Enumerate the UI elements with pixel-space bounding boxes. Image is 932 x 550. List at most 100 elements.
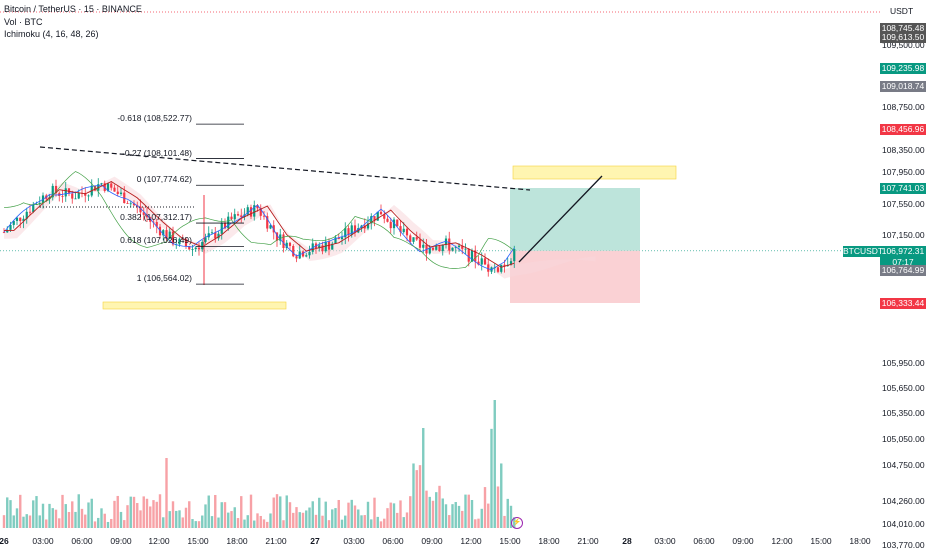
flash-icon[interactable]: ⚡ xyxy=(511,517,523,529)
y-axis-tick: 104,010.00 xyxy=(882,519,925,529)
candle-body xyxy=(321,245,324,252)
candle-body xyxy=(256,205,259,209)
fib-level-label: -0.27 (108,101.48) xyxy=(122,147,192,158)
volume-bar xyxy=(158,494,162,528)
volume-bar xyxy=(292,512,295,528)
candle-body xyxy=(214,232,217,239)
candle-body xyxy=(262,215,266,217)
drawing-zones[interactable] xyxy=(102,165,677,310)
currency-label: USDT xyxy=(890,6,914,16)
candle-body xyxy=(15,217,19,221)
volume-bar xyxy=(360,515,363,528)
candle-body xyxy=(500,264,503,272)
candle-body xyxy=(87,195,90,197)
candle-body xyxy=(168,231,171,239)
y-axis-tick: 108,350.00 xyxy=(882,145,925,155)
volume-bar xyxy=(464,494,467,528)
volume-bar xyxy=(441,498,444,528)
volume-bar xyxy=(483,487,487,528)
candle-body xyxy=(496,267,500,272)
candle-body xyxy=(191,249,194,250)
ichimoku-indicator-label[interactable]: Ichimoku (4, 16, 48, 26) xyxy=(4,29,99,39)
volume-bar xyxy=(236,518,240,528)
volume-bar xyxy=(246,515,249,528)
volume-bar xyxy=(97,517,100,528)
candle-body xyxy=(266,216,269,229)
candle-body xyxy=(431,247,435,250)
volume-bar xyxy=(262,519,266,528)
volume-bar xyxy=(152,500,155,528)
volume-bar xyxy=(90,498,93,528)
x-axis-tick: 18:00 xyxy=(538,536,560,546)
volume-bar xyxy=(12,515,15,528)
candle-body xyxy=(116,191,119,195)
candle-body xyxy=(477,261,480,265)
volume-bar xyxy=(298,512,301,528)
volume-bar xyxy=(171,501,175,528)
volume-bar xyxy=(314,514,318,528)
candle-body xyxy=(9,224,12,230)
volume-bar xyxy=(490,428,493,528)
volume-bar xyxy=(357,509,360,528)
volume-bar xyxy=(220,502,223,528)
volume-bar xyxy=(295,507,298,528)
candle-body xyxy=(370,216,373,224)
volume-bar xyxy=(249,494,253,528)
volume-bar xyxy=(35,496,38,528)
candle-body xyxy=(142,212,145,215)
cloud-fill xyxy=(4,176,596,279)
drawings[interactable] xyxy=(39,123,603,285)
volume-bar xyxy=(487,503,490,528)
x-axis-tick: 06:00 xyxy=(693,536,715,546)
candle-body xyxy=(428,247,431,254)
x-axis-tick: 12:00 xyxy=(460,536,482,546)
symbol-title[interactable]: Bitcoin / TetherUS · 15 · BINANCE xyxy=(4,4,142,14)
volume-bar xyxy=(305,510,308,528)
candle-body xyxy=(399,226,402,233)
volume-bar xyxy=(100,508,103,528)
volume-bar xyxy=(457,505,461,528)
volume-bar xyxy=(106,521,110,528)
candle-body xyxy=(353,225,357,233)
candle-body xyxy=(454,247,457,248)
volume-bar xyxy=(477,518,480,528)
candle-body xyxy=(64,188,67,197)
candle-body xyxy=(103,183,106,191)
ichimoku-cloud xyxy=(4,176,596,279)
candle-body xyxy=(74,198,77,200)
volume-bar xyxy=(210,516,214,528)
long-position-profit-zone xyxy=(510,188,640,251)
candle-body xyxy=(158,226,162,236)
volume-bar xyxy=(45,519,48,528)
candle-body xyxy=(6,229,9,233)
candle-body xyxy=(269,225,272,229)
candle-body xyxy=(402,228,405,233)
candle-body xyxy=(110,183,113,188)
candle-body xyxy=(162,230,165,236)
volume-bar xyxy=(496,486,500,528)
candle-body xyxy=(71,193,74,199)
candle-body xyxy=(223,222,227,229)
volume-bar xyxy=(272,497,275,528)
candle-body xyxy=(376,211,379,221)
candle-body xyxy=(474,250,477,262)
volume-indicator-label[interactable]: Vol · BTC xyxy=(4,17,43,27)
volume-bar xyxy=(376,516,379,528)
candle-body xyxy=(217,233,220,239)
candle-body xyxy=(152,221,155,223)
candle-body xyxy=(184,239,188,247)
candle-body xyxy=(334,237,337,244)
volume-bar xyxy=(19,494,22,528)
y-axis-tick: 105,350.00 xyxy=(882,408,925,418)
fib-level-label: 1 (106,564.02) xyxy=(136,273,192,284)
volume-bar xyxy=(337,499,340,528)
candle-body xyxy=(415,237,418,240)
volume-bar xyxy=(113,500,116,528)
candle-body xyxy=(188,246,191,250)
x-axis-tick: 03:00 xyxy=(343,536,365,546)
volume-bar xyxy=(321,515,324,528)
volume-bar xyxy=(110,518,113,528)
x-axis-tick: 09:00 xyxy=(732,536,754,546)
candle-body xyxy=(181,238,184,240)
